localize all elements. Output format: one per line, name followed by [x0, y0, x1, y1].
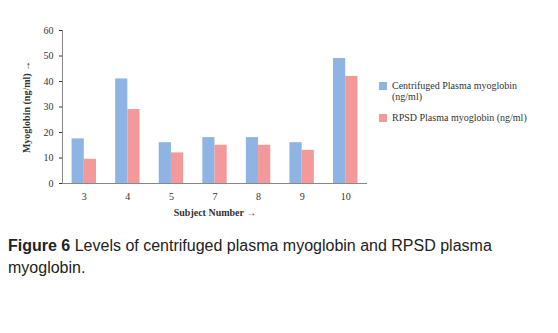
svg-text:30: 30	[44, 101, 54, 112]
svg-text:10: 10	[44, 152, 54, 163]
svg-text:40: 40	[44, 76, 54, 87]
svg-text:Myoglobin (ng/ml) →: Myoglobin (ng/ml) →	[21, 61, 33, 153]
html-text:Centrifuged Plasma myoglobin (: Centrifuged Plasma myoglobin (ng/ml)	[392, 80, 517, 102]
svg-text:5: 5	[169, 191, 174, 202]
svg-text:4: 4	[125, 191, 130, 202]
svg-text:20: 20	[44, 127, 54, 138]
svg-text:7: 7	[213, 191, 218, 202]
svg-text:3: 3	[82, 191, 87, 202]
svg-text:9: 9	[300, 191, 305, 202]
svg-text:10: 10	[341, 191, 351, 202]
html-text:RPSD Plasma myoglobin (ng/ml): RPSD Plasma myoglobin (ng/ml)	[392, 112, 527, 123]
html-text:Figure 6 Levels of centrifuged: Figure 6 Levels of centrifuged plasma my…	[8, 237, 492, 276]
svg-text:0: 0	[49, 178, 54, 189]
svg-text:60: 60	[44, 25, 54, 36]
svg-text:50: 50	[44, 50, 54, 61]
svg-text:8: 8	[256, 191, 261, 202]
svg-text:Subject Number →: Subject Number →	[174, 207, 257, 218]
